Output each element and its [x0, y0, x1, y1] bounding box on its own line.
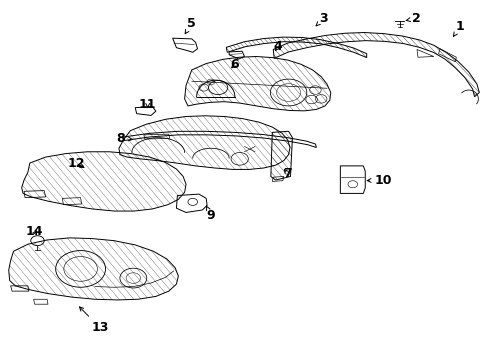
- Text: 12: 12: [67, 157, 84, 170]
- Text: 9: 9: [206, 206, 215, 222]
- Text: 2: 2: [405, 12, 420, 25]
- Text: 11: 11: [139, 98, 156, 111]
- Text: 5: 5: [185, 17, 196, 34]
- Text: 7: 7: [283, 167, 291, 180]
- Text: 1: 1: [452, 20, 464, 36]
- Text: 13: 13: [80, 307, 108, 334]
- Text: 8: 8: [116, 132, 132, 145]
- Text: 4: 4: [273, 40, 282, 53]
- Text: 3: 3: [315, 12, 327, 26]
- Text: 10: 10: [366, 174, 391, 186]
- Text: 6: 6: [230, 58, 239, 71]
- Text: 14: 14: [26, 225, 43, 238]
